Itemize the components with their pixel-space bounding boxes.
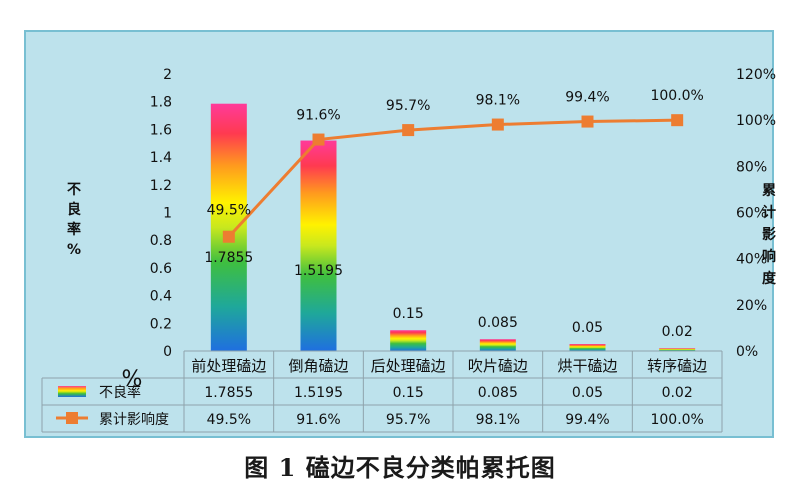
table-cell-line-value: 99.4% [565,412,609,428]
table-cell-bar-value: 0.02 [662,385,693,401]
figure-caption: 图 1 磕边不良分类帕累托图 [244,453,556,482]
bar [210,103,247,351]
category-label: 前处理磕边 [191,357,266,375]
right-axis-ticks: 0% 20% 40% 60% 80% 100% 120% [736,67,776,360]
line-marker [402,124,415,137]
right-axis-title: 累计影响度 [762,183,777,287]
left-tick-label: 0.8 [150,233,172,249]
chart-frame [24,30,774,438]
category-label: 倒角磕边 [288,357,348,375]
line-marker [491,118,504,131]
right-tick-label: 20% [736,298,767,314]
bar-value-label: 0.15 [393,306,424,322]
table-cell-bar-value: 0.15 [393,385,424,401]
pareto-chart: 0 0.2 0.4 0.6 0.8 1 1.2 1.4 1.6 1.8 2 0% 20% 40% 60% 8… [41,67,777,433]
category-label: 后处理磕边 [371,357,446,375]
bar [659,348,696,351]
legend-swatch-marker [66,412,78,424]
category-label: 转序磕边 [647,357,707,375]
left-tick-label: 1.8 [150,95,172,111]
right-tick-label: 80% [736,159,767,175]
table-cell-line-value: 91.6% [296,412,340,428]
category-label: 烘干磕边 [557,357,617,375]
left-tick-label: 0.6 [150,261,172,277]
table-cell-line-value: 100.0% [650,412,703,428]
left-tick-label: 0.4 [150,289,172,305]
table-cell-line-value: 95.7% [386,412,430,428]
bar [300,140,337,351]
left-tick-label: 1 [163,206,172,222]
table-cell-line-value: 49.5% [207,412,251,428]
table-cell-bar-value: 1.7855 [204,385,253,401]
right-tick-label: 40% [736,252,767,268]
left-tick-label: 0 [163,344,172,360]
legend-label-bar: 不良率 [99,384,141,401]
bar-series: 1.7855 1.5195 0.15 0.085 0.05 0.02 [184,103,722,352]
right-tick-label: 100% [736,113,776,129]
legend-swatch-bar [58,386,86,397]
line-value-label: 98.1% [476,93,520,109]
cumulative-line-series: 49.5% 91.6% 95.7% 98.1% 99.4% 100.0% [207,88,704,243]
right-tick-label: 60% [736,206,767,222]
left-tick-label: 2 [163,67,172,83]
left-tick-label: 0.2 [150,316,172,332]
line-marker [581,115,594,128]
left-axis-ticks: 0 0.2 0.4 0.6 0.8 1 1.2 1.4 1.6 1.8 2 [150,67,172,360]
line-value-label: 91.6% [296,108,340,124]
bar-value-label: 0.02 [662,324,693,340]
left-tick-label: 1.2 [150,178,172,194]
legend-label-line: 累计影响度 [99,412,169,428]
right-tick-label: 0% [736,344,758,360]
line-value-label: 100.0% [650,88,703,104]
table-cell-bar-value: 0.085 [478,385,518,401]
bar-value-label: 1.7855 [204,250,253,266]
cumulative-line [227,118,678,238]
table-cell-bar-value: 1.5195 [294,385,343,401]
bar [390,330,427,351]
bar-value-label: 1.5195 [294,263,343,279]
line-value-label: 99.4% [565,90,609,106]
line-value-label: 49.5% [207,203,251,219]
line-marker [222,230,235,243]
line-marker [671,114,684,127]
bar-value-label: 0.05 [572,320,603,336]
left-axis-title: 不良率% [67,182,81,258]
right-tick-label: 120% [736,67,776,83]
bar [479,339,516,351]
left-tick-label: 1.6 [150,122,172,138]
category-label: 吹片磕边 [468,357,528,375]
line-marker [312,133,325,146]
bar [569,344,606,351]
x-axis-unit-label: % [122,367,143,392]
table-cell-bar-value: 0.05 [572,385,603,401]
bar-value-label: 0.085 [478,315,518,331]
line-value-label: 95.7% [386,98,430,114]
table-cell-line-value: 98.1% [476,412,520,428]
left-tick-label: 1.4 [150,150,172,166]
